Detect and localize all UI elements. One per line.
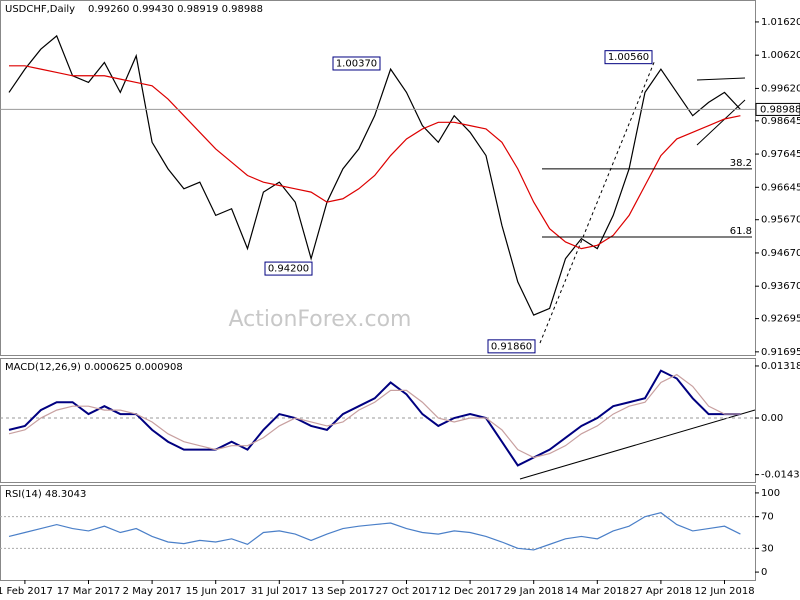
macd-trend-line [519,409,756,480]
x-tick-label: 2 May 2017 [123,586,182,597]
fib-label: 38.2 [730,158,752,169]
x-tick-label: 27 Apr 2018 [630,586,692,597]
x-tick-label: 12 Dec 2017 [438,586,502,597]
x-tick-label: 31 Jul 2017 [251,586,308,597]
panel-title: RSI(14) 48.3043 [5,489,86,500]
annotation-box [332,56,381,71]
y-tick-label: 0.93670 [761,281,800,292]
y-tick-label: 0 [761,567,767,578]
annotation-label: 1.00370 [336,58,377,69]
y-tick-label: 0.92695 [761,314,800,325]
last-price-label: 0.98988 [760,104,800,115]
ohlc: 0.99260 0.99430 0.98919 0.98988 [88,4,263,15]
last-price-box [755,102,800,116]
macd-panel [0,358,756,483]
y-tick-label: 0.97645 [761,149,800,160]
y-tick-label: 0.00 [761,413,783,424]
y-tick-label: 0.95670 [761,215,800,226]
series-line [8,373,741,459]
y-tick-label: 30 [761,543,774,554]
x-tick-label: 1 Feb 2017 [0,586,53,597]
series-line [8,369,741,467]
y-tick-label: 0.013184 [761,361,800,372]
fib-label: 61.8 [730,226,752,237]
x-tick-label: 13 Sep 2017 [311,586,374,597]
y-tick-label: 0.98645 [761,116,800,127]
x-tick-label: 17 Mar 2017 [57,586,120,597]
annotation-label: 0.94200 [268,264,309,275]
y-tick-label: 0.94670 [761,248,800,259]
price-panel [0,0,756,356]
series-line [9,65,741,250]
annotation-label: 1.00560 [608,52,649,63]
panel-title: MACD(12,26,9) 0.000625 0.000908 [5,362,183,373]
panel-title: USDCHF,Daily [5,4,75,15]
x-tick-label: 14 Mar 2018 [566,586,629,597]
triangle-bottom [696,99,746,146]
y-tick-label: 0.96645 [761,182,800,193]
triangle-top [696,77,746,81]
y-tick-label: 100 [761,488,780,499]
series-line [8,512,741,551]
y-tick-label: 1.00620 [761,50,800,61]
trend-line [539,59,656,344]
watermark: ActionForex.com [229,307,412,332]
y-tick-label: -0.014339 [761,470,800,481]
annotation-box [604,50,653,65]
x-tick-label: 27 Oct 2017 [376,586,438,597]
x-tick-label: 12 Jun 2018 [694,586,754,597]
rsi-panel [0,485,756,581]
y-tick-label: 0.91695 [761,347,800,358]
annotation-box [487,339,536,354]
annotation-box [264,261,313,276]
y-tick-label: 0.99620 [761,83,800,94]
y-tick-label: 70 [761,512,774,523]
annotation-label: 0.91860 [491,341,532,352]
x-tick-label: 29 Jan 2018 [504,586,564,597]
x-tick-label: 15 Jun 2017 [186,586,246,597]
series-line [8,34,741,316]
y-tick-label: 1.01620 [761,17,800,28]
